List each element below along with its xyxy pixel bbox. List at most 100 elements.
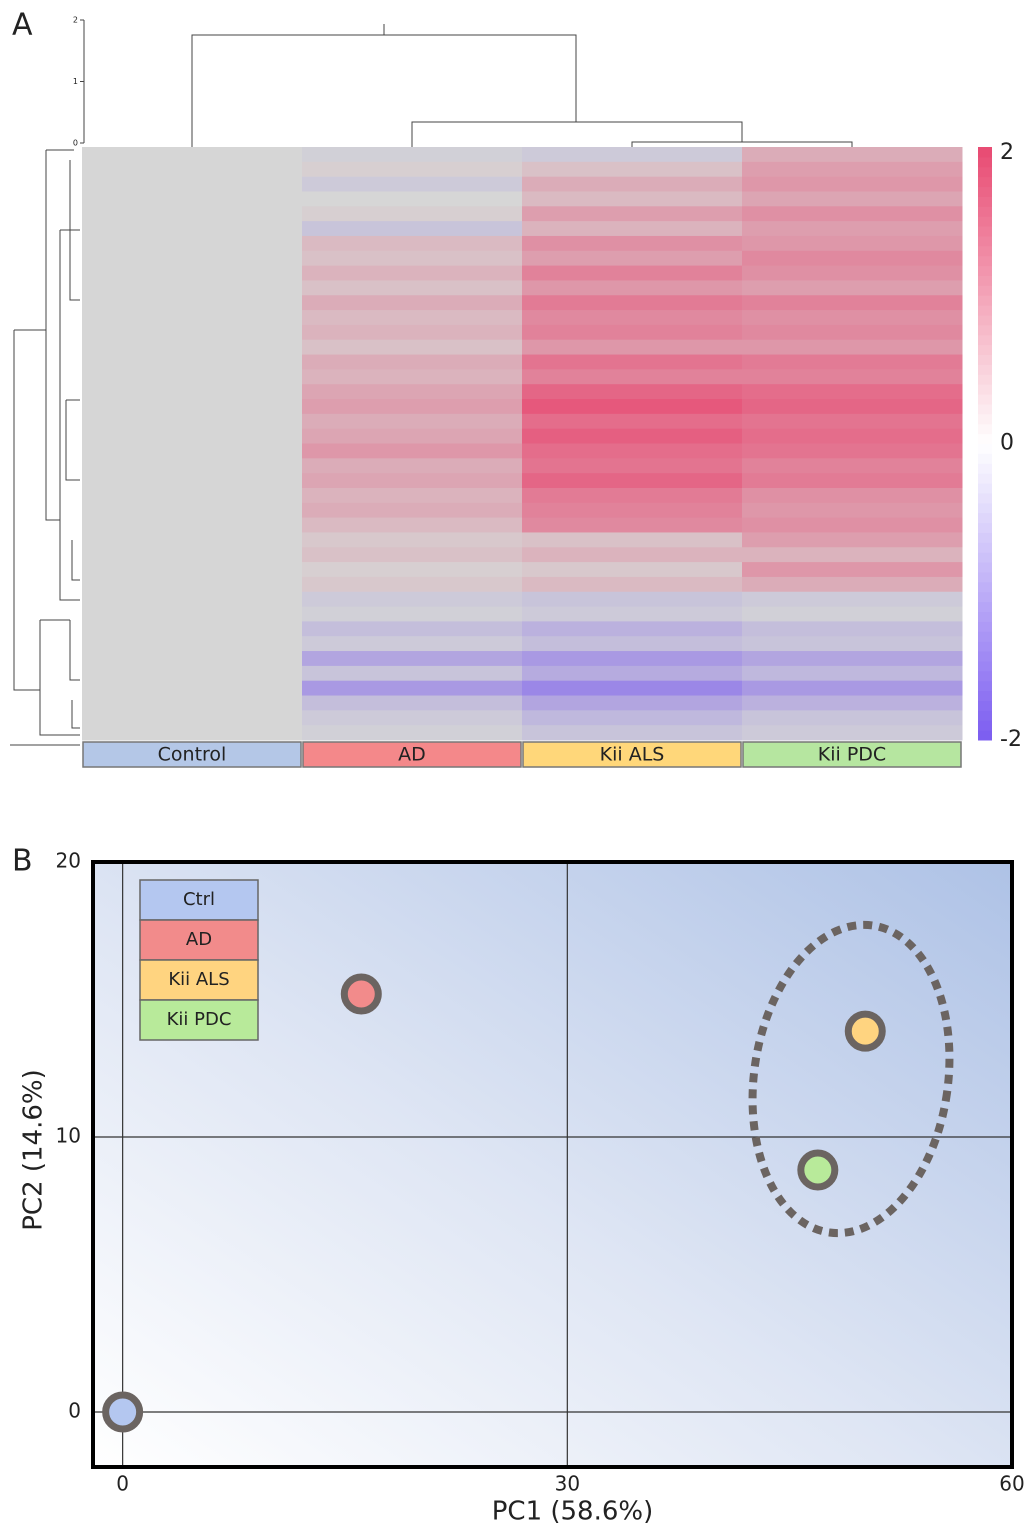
- heatmap-cell: [742, 621, 963, 637]
- y-tick-label: 10: [56, 1124, 81, 1148]
- heatmap-cell: [302, 517, 523, 533]
- column-label-box: [82, 741, 302, 768]
- colorbar-segment: [978, 394, 992, 405]
- x-tick-label: 0: [116, 1472, 129, 1496]
- heatmap-cell: [522, 324, 743, 341]
- colorbar-segment: [978, 591, 992, 603]
- colorbar-segment: [978, 730, 992, 741]
- colorbar-segment: [978, 295, 992, 306]
- column-label-box: [522, 741, 742, 768]
- heatmap-cell: [302, 369, 523, 385]
- heatmap-cell: [82, 606, 303, 622]
- heatmap-cell: [522, 547, 743, 563]
- colorbar-segment: [978, 700, 992, 711]
- heatmap-cell: [522, 428, 743, 444]
- heatmap-cell: [522, 250, 743, 267]
- heatmap-cell: [82, 473, 303, 489]
- colorbar-tick-label: -2: [1000, 727, 1022, 752]
- column-dendrogram: [191, 24, 853, 147]
- heatmap-cell: [522, 532, 743, 548]
- heatmap-cell: [742, 280, 963, 296]
- heatmap-cell: [82, 250, 303, 267]
- heatmap-cell: [82, 221, 303, 237]
- colorbar-segment: [978, 611, 992, 622]
- colorbar-segment: [978, 265, 992, 276]
- legend-label: Kii PDC: [167, 1009, 232, 1030]
- heatmap-cell: [522, 399, 743, 415]
- heatmap-cell: [742, 710, 963, 726]
- column-label: Kii ALS: [600, 744, 665, 766]
- heatmap-cell: [82, 636, 303, 652]
- heatmap-cell: [522, 295, 743, 311]
- heatmap-cell: [82, 710, 303, 726]
- heatmap-cell: [742, 725, 963, 741]
- heatmap-cell: [82, 369, 303, 385]
- heatmap-cell: [742, 665, 963, 682]
- cluster-ellipse: [748, 920, 954, 1238]
- colorbar-segment: [978, 245, 992, 257]
- heatmap-cell: [522, 651, 743, 667]
- legend-box: [139, 999, 259, 1041]
- data-point: [340, 973, 382, 1015]
- heatmap-cell: [742, 487, 963, 504]
- colorbar-segment: [978, 324, 992, 336]
- heatmap-cell: [82, 621, 303, 637]
- colorbar-segment: [978, 483, 992, 494]
- heatmap-cell: [302, 428, 523, 444]
- heatmap-cell: [302, 562, 523, 578]
- heatmap-cell: [302, 191, 523, 207]
- colorbar-segment: [978, 354, 992, 365]
- heatmap-cell: [742, 428, 963, 444]
- heatmap-cell: [302, 280, 523, 296]
- heatmap-cell: [522, 710, 743, 726]
- colorbar-segment: [978, 305, 992, 316]
- x-axis-label: PC1 (58.6%): [492, 1497, 654, 1527]
- legend-box: [139, 959, 259, 1001]
- colorbar-segment: [978, 186, 992, 197]
- heatmap-cell: [82, 384, 303, 400]
- heatmap-cell: [742, 384, 963, 400]
- colorbar-segment: [978, 315, 992, 326]
- heatmap-cell: [522, 636, 743, 652]
- colorbar-segment: [978, 641, 992, 652]
- heatmap-cell: [302, 680, 523, 697]
- colorbar-segment: [978, 690, 992, 701]
- heatmap-cell: [522, 413, 743, 430]
- heatmap-cell: [302, 591, 523, 608]
- heatmap-cell: [522, 221, 743, 237]
- heatmap-cell: [742, 369, 963, 385]
- heatmap-cell: [522, 310, 743, 326]
- y-axis-label: PC2 (14.6%): [19, 1069, 49, 1231]
- colorbar-segment: [978, 651, 992, 662]
- heatmap-cell: [522, 695, 743, 711]
- heatmap-cell: [82, 176, 303, 192]
- heatmap-cell: [82, 280, 303, 296]
- heatmap-cell: [82, 532, 303, 548]
- heatmap-cell: [522, 339, 743, 356]
- colorbar-segment: [978, 275, 992, 286]
- heatmap-cell: [522, 235, 743, 252]
- heatmap-cell: [82, 428, 303, 444]
- colorbar-segment: [978, 235, 992, 247]
- heatmap-cell: [82, 591, 303, 608]
- colorbar-segment: [978, 216, 992, 227]
- heatmap-cell: [82, 235, 303, 252]
- heatmap-cell: [742, 473, 963, 489]
- heatmap-cell: [302, 487, 523, 504]
- heatmap-cell: [522, 665, 743, 682]
- heatmap-cell: [82, 206, 303, 222]
- heatmap-cell: [522, 384, 743, 400]
- heatmap-cell: [522, 458, 743, 474]
- plot-frame: [91, 860, 1014, 1469]
- colorbar-segment: [978, 581, 992, 593]
- heatmap-cell: [522, 606, 743, 622]
- colorbar-segment: [978, 571, 992, 583]
- heatmap-cell: [302, 206, 523, 222]
- heatmap-cell: [522, 725, 743, 741]
- heatmap-cell: [82, 354, 303, 370]
- heatmap-cell: [82, 725, 303, 741]
- colorbar-segment: [978, 660, 992, 672]
- heatmap-cell: [302, 399, 523, 415]
- colorbar-segment: [978, 680, 992, 692]
- heatmap-cell: [742, 295, 963, 311]
